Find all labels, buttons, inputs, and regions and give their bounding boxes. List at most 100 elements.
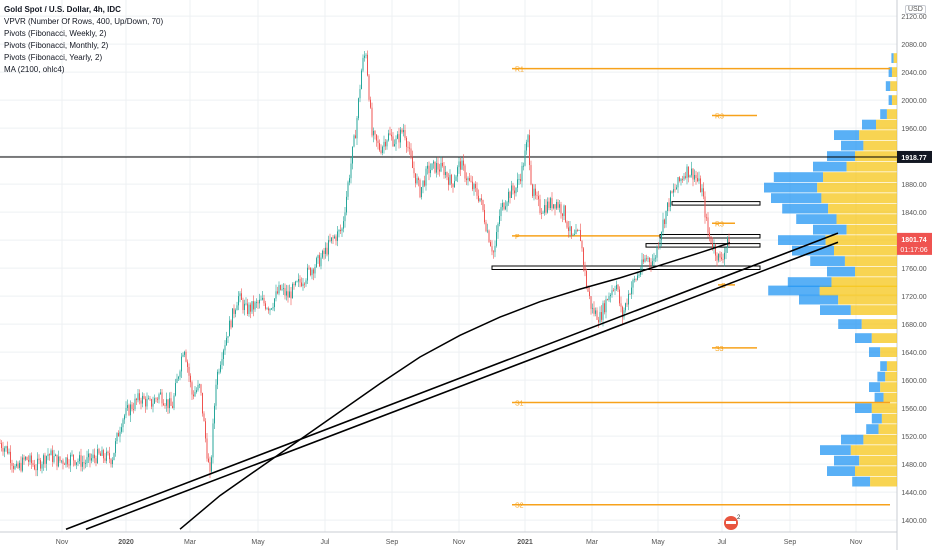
volume-profile-bar-down: [846, 161, 897, 172]
currency-label[interactable]: USD: [905, 5, 926, 14]
volume-profile-bar-down: [883, 392, 897, 403]
candle-body: [265, 303, 266, 309]
tradingview-logo-icon: 2: [724, 515, 741, 530]
candle-body: [481, 198, 482, 201]
candle-body: [583, 248, 584, 265]
legend-indicator[interactable]: Pivots (Fibonacci, Monthly, 2): [4, 41, 109, 50]
candle-body: [406, 137, 407, 147]
candle-body: [673, 189, 674, 193]
candle-body: [184, 351, 185, 355]
volume-profile-bar-up: [841, 434, 864, 445]
legend-title[interactable]: Gold Spot / U.S. Dollar, 4h, IDC: [4, 5, 121, 14]
candle-body: [550, 198, 551, 209]
candle-body: [454, 181, 455, 187]
y-tick-label: 1520.00: [901, 434, 926, 441]
candle-body: [464, 165, 466, 179]
legend-indicator[interactable]: Pivots (Fibonacci, Yearly, 2): [4, 53, 103, 62]
candle-body: [230, 320, 232, 328]
candle-body: [572, 234, 574, 236]
volume-profile-bar-down: [823, 172, 897, 182]
candle-body: [32, 463, 34, 466]
candle-body: [19, 462, 20, 468]
candle-body: [551, 198, 553, 209]
candle-body: [670, 191, 671, 207]
candle-body: [722, 259, 724, 260]
legend-indicator[interactable]: Pivots (Fibonacci, Weekly, 2): [4, 29, 107, 38]
candle-body: [422, 180, 424, 188]
candle-body: [698, 178, 700, 182]
legend-indicator[interactable]: VPVR (Number Of Rows, 400, Up/Down, 70): [4, 17, 164, 26]
candle-body: [181, 356, 182, 372]
candle-body: [626, 303, 628, 305]
candle-body: [574, 234, 575, 235]
candle-body: [617, 284, 619, 290]
candle-body: [721, 257, 722, 260]
candle-body: [62, 460, 64, 464]
candle-body: [683, 176, 685, 180]
legend-indicator[interactable]: MA (2100, ohlc4): [4, 65, 65, 74]
candle-body: [536, 195, 538, 197]
volume-profile-bar-down: [850, 305, 897, 315]
candle-body: [98, 449, 100, 454]
candle-body: [283, 288, 284, 289]
candle-body: [185, 351, 187, 362]
candle-body: [323, 250, 325, 254]
candle-body: [577, 230, 578, 231]
candle-body: [271, 308, 272, 310]
candle-body: [200, 384, 202, 393]
candle-body: [154, 398, 155, 404]
candle-body: [697, 178, 698, 182]
candle-body: [119, 431, 121, 437]
candle-body: [349, 178, 350, 183]
candle-body: [191, 382, 193, 395]
candle-body: [625, 303, 626, 311]
candle-body: [148, 398, 149, 400]
x-tick-label: Sep: [386, 539, 399, 546]
volume-profile-bar-down: [844, 256, 897, 266]
candle-body: [236, 305, 238, 311]
candle-body: [556, 202, 557, 209]
candle-body: [590, 296, 592, 309]
x-tick-label: Jul: [321, 539, 330, 546]
candle-body: [596, 310, 598, 320]
candle-body: [179, 371, 181, 377]
volume-profile-bar-down: [855, 466, 897, 476]
volume-profile-bar-up: [871, 413, 882, 424]
candle-body: [326, 247, 328, 255]
candle-body: [203, 413, 205, 422]
candle-body: [331, 237, 332, 242]
volume-profile-bar-up: [888, 67, 892, 77]
candle-body: [233, 308, 235, 314]
x-tick-label: Nov: [850, 539, 863, 546]
candle-body: [535, 188, 536, 196]
candle-body: [529, 135, 530, 166]
candle-body: [547, 201, 548, 213]
candle-body: [634, 279, 635, 281]
candle-body: [91, 458, 92, 461]
candle-body: [710, 236, 712, 244]
volume-profile-bar-up: [877, 371, 886, 382]
candle-body: [124, 415, 125, 420]
candle-body: [602, 303, 604, 320]
candle-body: [202, 392, 203, 414]
candle-body: [7, 446, 8, 454]
candle-body: [80, 455, 82, 467]
candle-body: [109, 453, 110, 460]
candle-body: [437, 163, 439, 170]
volume-profile-bar-up: [771, 193, 822, 203]
candle-body: [370, 99, 371, 108]
candle-body: [713, 244, 715, 249]
price-label-box: [897, 232, 932, 255]
candle-body: [592, 307, 593, 309]
candle-body: [578, 230, 580, 231]
candle-body: [104, 458, 106, 461]
candle-body: [256, 302, 257, 304]
candle-body: [631, 287, 632, 295]
y-tick-label: 1840.00: [901, 210, 926, 217]
candle-body: [286, 291, 287, 296]
candle-body: [55, 454, 56, 456]
candle-body: [373, 130, 374, 136]
volume-profile-bar-down: [891, 95, 897, 105]
